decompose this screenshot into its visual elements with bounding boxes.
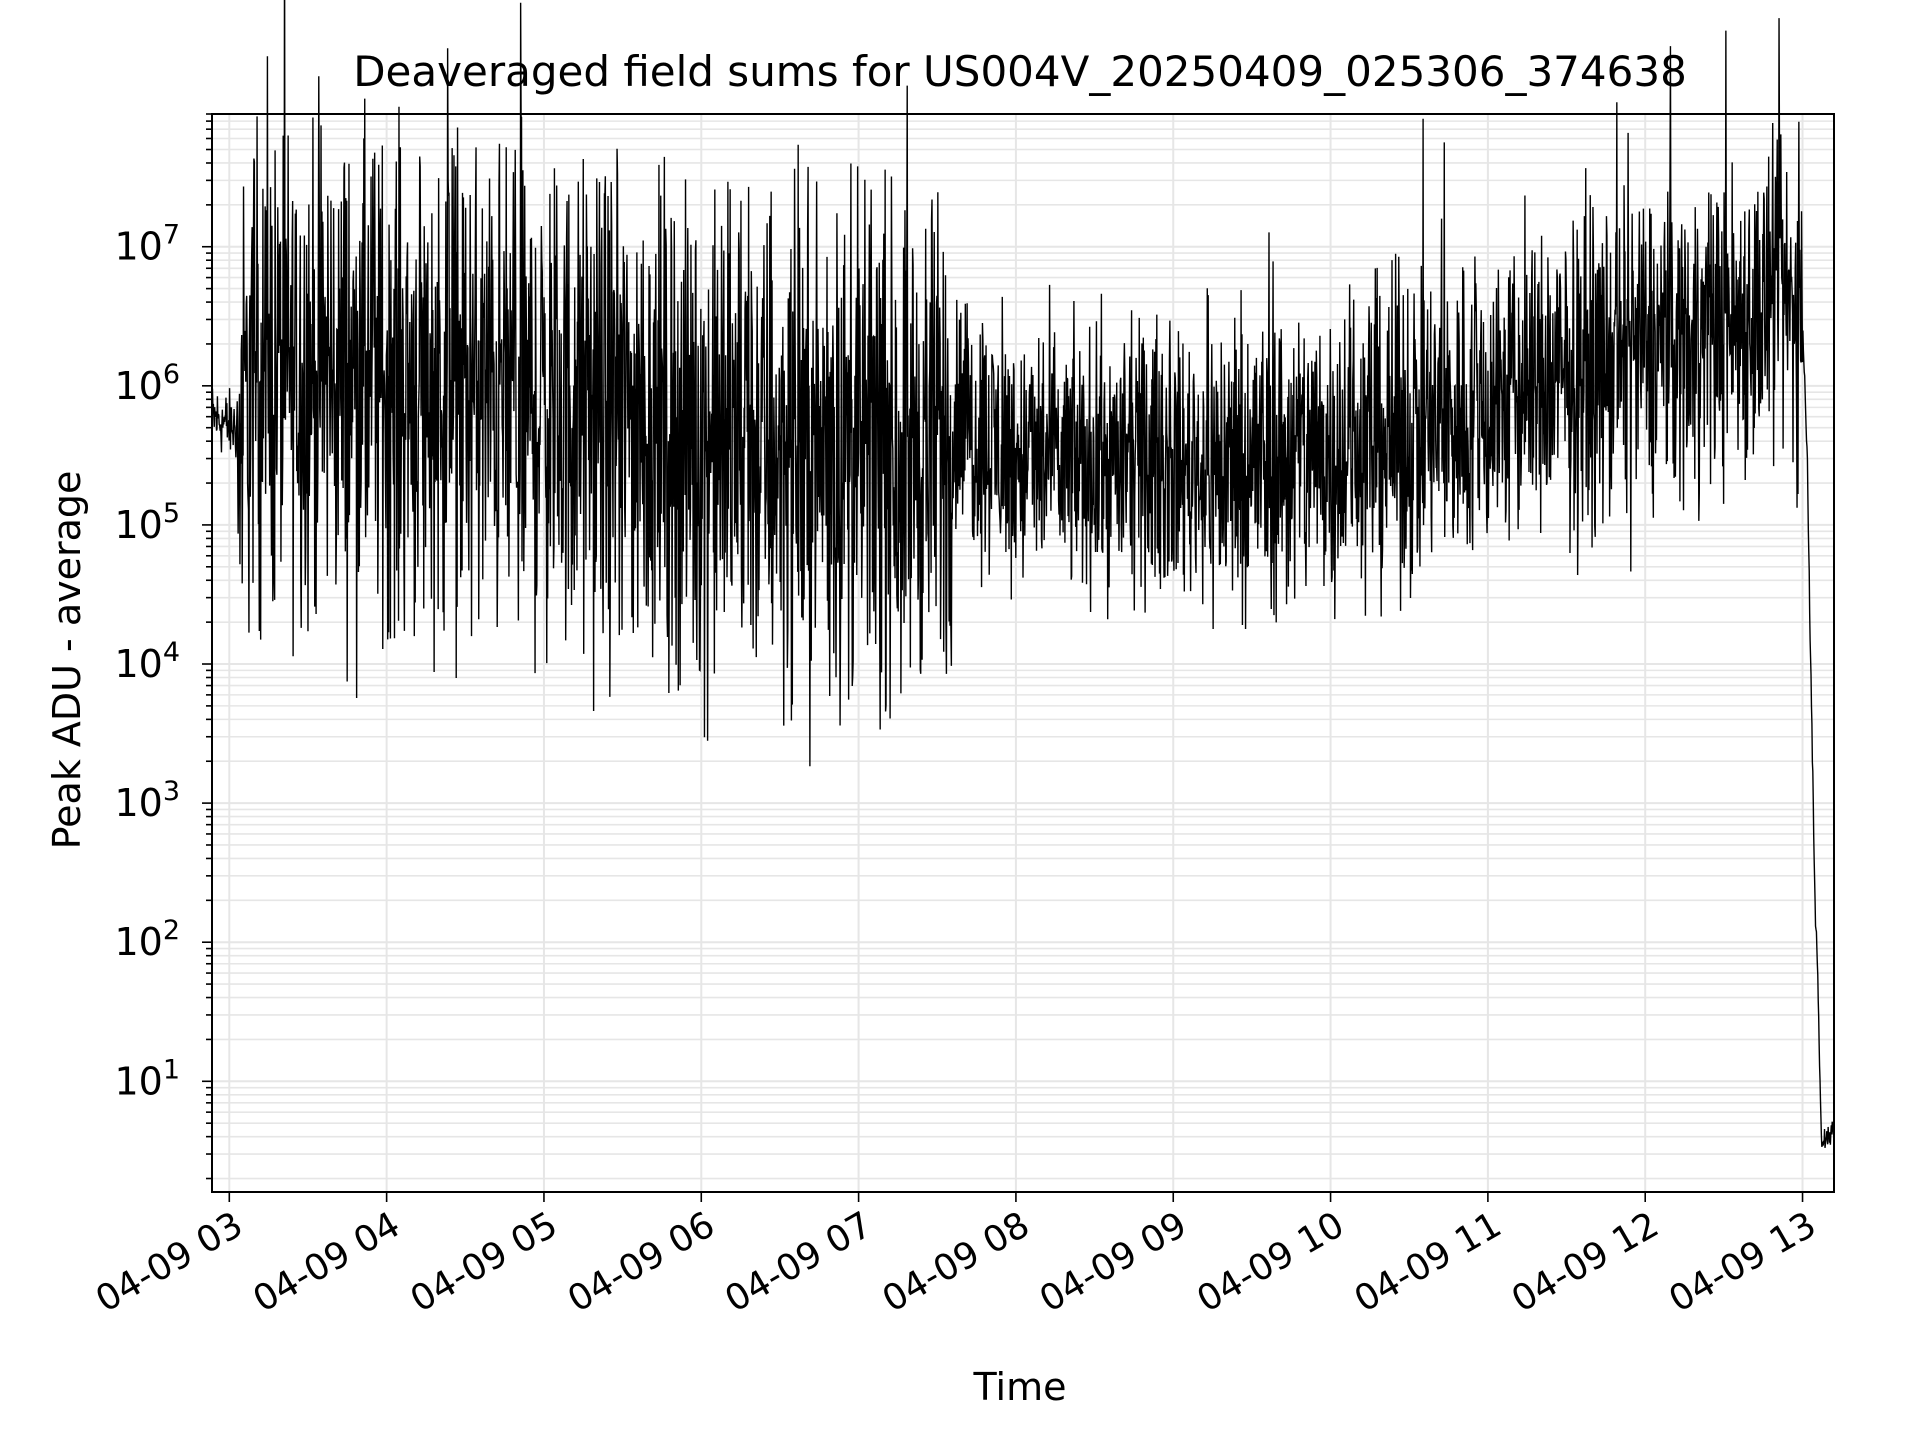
x-tick-label: 04-09 09	[1033, 1204, 1194, 1320]
x-tick-label: 04-09 11	[1348, 1204, 1509, 1320]
y-tick-label: 107	[114, 220, 180, 269]
y-tick-label: 104	[114, 637, 180, 686]
x-tick-label: 04-09 04	[246, 1204, 407, 1320]
y-tick-label: 106	[114, 359, 180, 408]
y-ticks-layer: 101 102 103 104 105 106 107	[114, 113, 212, 1180]
x-tick-label: 04-09 05	[404, 1204, 565, 1320]
data-layer	[211, 0, 1835, 1148]
x-tick-label: 04-09 12	[1505, 1204, 1666, 1320]
y-tick-label: 102	[114, 915, 180, 964]
x-tick-label: 04-09 13	[1662, 1204, 1823, 1320]
x-tick-label: 04-09 06	[561, 1204, 722, 1320]
y-tick-label: 103	[114, 776, 180, 825]
x-tick-label: 04-09 08	[876, 1204, 1037, 1320]
plot-area-frame	[211, 113, 1835, 1193]
y-axis-label: Peak ADU - average	[45, 471, 89, 850]
series-line	[211, 0, 1835, 1148]
chart-title: Deaveraged field sums for US004V_2025040…	[353, 47, 1687, 96]
x-tick-label: 04-09 03	[89, 1204, 250, 1320]
y-tick-label: 101	[114, 1054, 180, 1103]
y-tick-label: 105	[114, 498, 180, 547]
x-axis-label: Time	[973, 1365, 1067, 1409]
x-tick-label: 04-09 07	[718, 1204, 879, 1320]
x-tick-label: 04-09 10	[1190, 1204, 1351, 1320]
